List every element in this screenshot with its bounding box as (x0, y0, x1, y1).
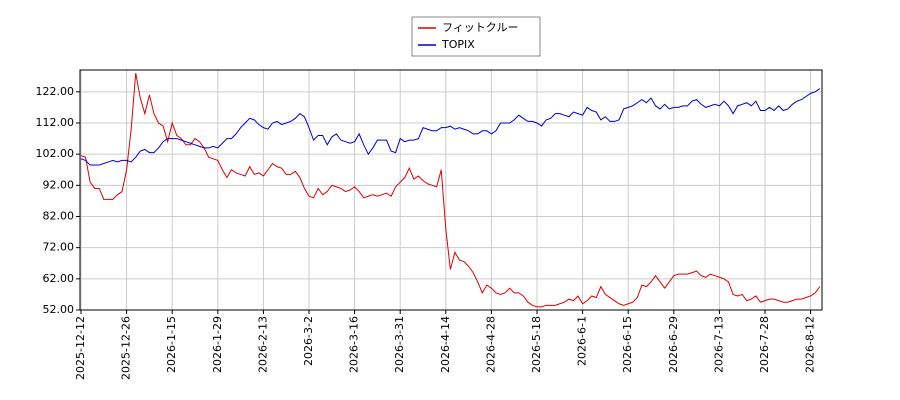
legend: フィットクルー TOPIX (411, 16, 541, 57)
x-tick-label: 2026-4-14 (439, 316, 452, 373)
y-tick-label: 122.00 (36, 85, 75, 98)
x-tick-label: 2026-3-31 (393, 316, 406, 373)
x-tick-label: 2026-1-15 (165, 316, 178, 373)
x-tick-label: 2026-2-13 (256, 316, 269, 373)
x-tick-label: 2026-7-13 (712, 316, 725, 373)
series-line (80, 73, 821, 308)
x-tick-label: 2025-12-12 (74, 316, 87, 380)
y-tick-label: 112.00 (36, 116, 75, 129)
x-tick-label: 2026-1-29 (211, 316, 224, 373)
x-tick-label: 2026-4-28 (484, 316, 497, 373)
y-tick-label: 62.00 (43, 272, 75, 285)
legend-box (411, 16, 541, 57)
y-tick-label: 102.00 (36, 147, 75, 160)
series-line (80, 88, 821, 166)
x-tick-label: 2025-12-26 (120, 316, 133, 380)
y-tick-label: 72.00 (43, 241, 75, 254)
plot-frame (79, 69, 823, 311)
y-tick-label: 82.00 (43, 209, 75, 222)
y-tick-label: 52.00 (43, 303, 75, 316)
x-tick-label: 2026-3-16 (348, 316, 361, 373)
legend-label: TOPIX (441, 38, 475, 51)
x-tick-label: 2026-5-18 (530, 316, 543, 373)
y-tick-label: 92.00 (43, 178, 75, 191)
x-tick-label: 2026-6-1 (576, 316, 589, 366)
x-tick-label: 2026-6-29 (667, 316, 680, 373)
x-tick-label: 2026-6-15 (621, 316, 634, 373)
x-tick-label: 2026-8-12 (804, 316, 817, 373)
x-tick-label: 2026-7-28 (758, 316, 771, 373)
legend-label: フィットクルー (442, 21, 518, 34)
x-tick-label: 2026-3-2 (302, 316, 315, 366)
